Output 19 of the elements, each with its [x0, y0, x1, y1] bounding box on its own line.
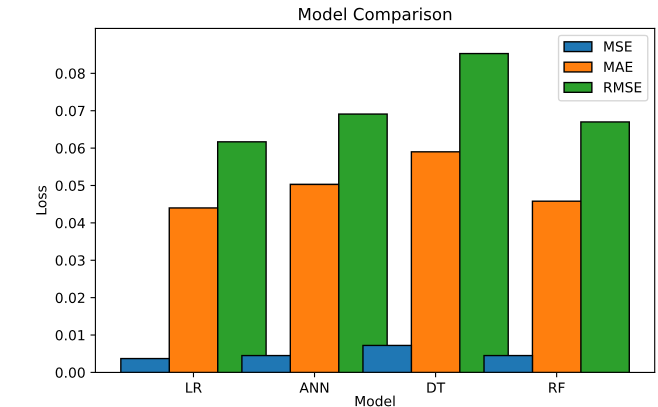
y-tick-label: 0.01 — [56, 330, 84, 340]
y-tick-label: 0.07 — [56, 106, 84, 116]
y-tick-label: 0.02 — [56, 292, 84, 304]
x-axis-title: Model — [356, 396, 395, 406]
legend-label: MAE — [604, 62, 632, 72]
x-tick-label: ANN — [299, 382, 328, 393]
legend-label: MSE — [604, 41, 632, 52]
x-tick-label: RF — [549, 382, 565, 393]
x-tick-label: DT — [427, 382, 446, 393]
legend-label: RMSE — [604, 82, 642, 93]
y-tick-label: 0.03 — [56, 255, 85, 266]
chart-title: Model Comparison — [299, 7, 452, 24]
y-axis-title: Loss — [36, 186, 47, 214]
y-tick-label: 0.08 — [56, 68, 85, 79]
y-tick-label: 0.04 — [56, 218, 85, 228]
y-tick-label: 0.00 — [56, 367, 85, 378]
x-tick-label: LR — [186, 382, 202, 393]
y-tick-label: 0.06 — [56, 143, 85, 154]
y-tick-label: 0.05 — [56, 180, 84, 191]
